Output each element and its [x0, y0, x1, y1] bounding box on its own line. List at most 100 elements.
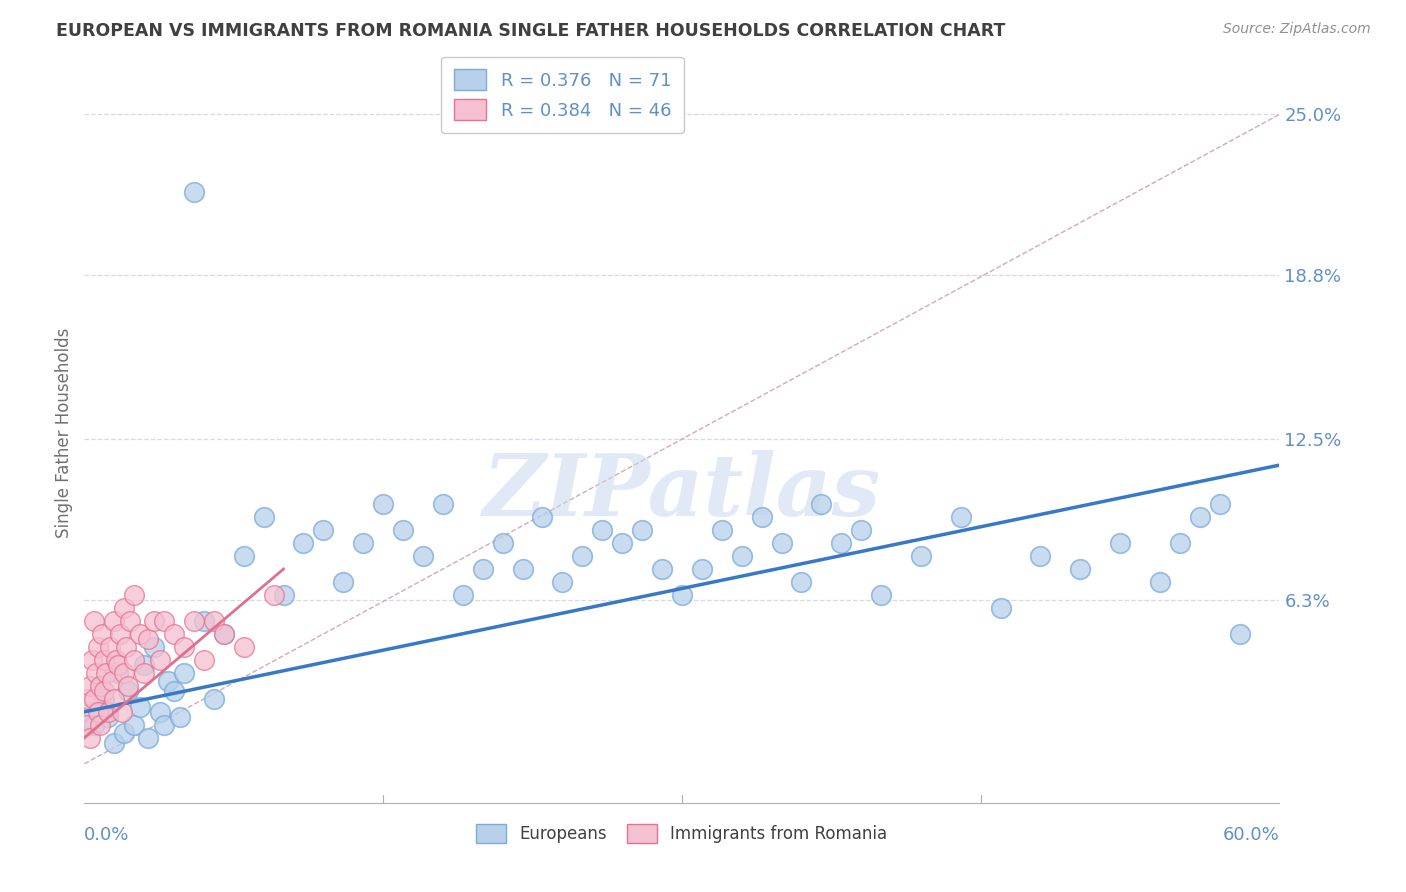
Point [83, 718, 105, 732]
Point [98, 640, 121, 654]
Point [631, 523, 654, 537]
Text: Source: ZipAtlas.com: Source: ZipAtlas.com [1223, 22, 1371, 37]
Point [183, 614, 205, 628]
Point [93, 653, 115, 667]
Point [87, 705, 110, 719]
Point [571, 549, 593, 563]
Point [671, 588, 693, 602]
Point [163, 684, 186, 698]
Point [432, 497, 454, 511]
Point [851, 523, 873, 537]
Point [770, 536, 793, 550]
Point [232, 640, 254, 654]
Point [612, 536, 634, 550]
Text: ZIPatlas: ZIPatlas [482, 450, 882, 533]
Point [120, 614, 142, 628]
Point [107, 665, 129, 680]
Point [143, 614, 166, 628]
Point [910, 549, 932, 563]
Point [690, 562, 713, 576]
Point [253, 510, 276, 524]
Point [710, 523, 733, 537]
Point [83, 614, 105, 628]
Point [731, 549, 754, 563]
Point [263, 588, 285, 602]
Point [451, 588, 474, 602]
Point [117, 684, 139, 698]
Point [392, 523, 415, 537]
Point [1229, 627, 1251, 641]
Point [870, 588, 893, 602]
Point [111, 705, 134, 719]
Point [75, 718, 97, 732]
Point [91, 627, 114, 641]
Point [112, 601, 135, 615]
Text: EUROPEAN VS IMMIGRANTS FROM ROMANIA SINGLE FATHER HOUSEHOLDS CORRELATION CHART: EUROPEAN VS IMMIGRANTS FROM ROMANIA SING… [56, 22, 1005, 40]
Point [212, 627, 235, 641]
Point [202, 692, 225, 706]
Point [810, 497, 832, 511]
Point [273, 588, 295, 602]
Point [153, 718, 176, 732]
Point [651, 562, 673, 576]
Point [531, 510, 554, 524]
Point [1168, 536, 1191, 550]
Point [107, 658, 129, 673]
Point [122, 653, 145, 667]
Point [1149, 574, 1171, 589]
Point [830, 536, 852, 550]
Point [89, 679, 111, 693]
Point [157, 673, 180, 688]
Point [89, 718, 111, 732]
Point [112, 665, 135, 680]
Point [122, 718, 145, 732]
Point [105, 653, 128, 667]
Point [990, 601, 1012, 615]
Point [79, 679, 101, 693]
Legend: Europeans, Immigrants from Romania: Europeans, Immigrants from Romania [470, 817, 894, 850]
Point [136, 632, 159, 647]
Point [1109, 536, 1132, 550]
Point [169, 710, 191, 724]
Point [471, 562, 494, 576]
Point [96, 665, 118, 680]
Point [101, 673, 124, 688]
Point [77, 692, 100, 706]
Point [97, 710, 120, 724]
Point [136, 731, 159, 745]
Point [153, 614, 176, 628]
Point [202, 614, 225, 628]
Point [86, 665, 108, 680]
Point [193, 653, 215, 667]
Point [183, 186, 205, 200]
Point [132, 665, 156, 680]
Point [117, 679, 139, 693]
Point [163, 627, 186, 641]
Y-axis label: Single Father Households: Single Father Households [55, 327, 73, 538]
Point [312, 523, 335, 537]
Point [193, 614, 215, 628]
Point [112, 725, 135, 739]
Point [232, 549, 254, 563]
Point [93, 684, 115, 698]
Text: 0.0%: 0.0% [84, 826, 129, 844]
Point [173, 640, 195, 654]
Point [122, 588, 145, 602]
Point [212, 627, 235, 641]
Point [79, 731, 101, 745]
Point [129, 627, 152, 641]
Point [110, 627, 132, 641]
Point [790, 574, 813, 589]
Point [87, 640, 110, 654]
Point [751, 510, 773, 524]
Point [1209, 497, 1232, 511]
Point [79, 705, 101, 719]
Point [149, 653, 172, 667]
Point [412, 549, 434, 563]
Point [1029, 549, 1052, 563]
Point [373, 497, 395, 511]
Point [129, 699, 152, 714]
Point [949, 510, 972, 524]
Point [143, 640, 166, 654]
Point [103, 692, 125, 706]
